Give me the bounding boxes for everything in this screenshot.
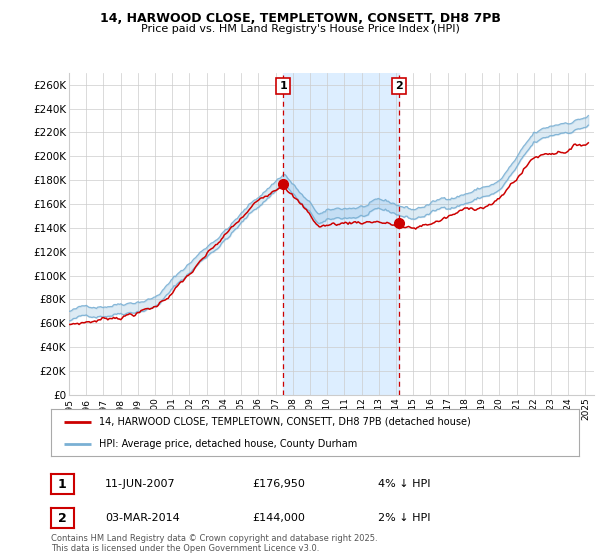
Text: £144,000: £144,000	[252, 513, 305, 523]
Text: £176,950: £176,950	[252, 479, 305, 489]
Text: 1: 1	[279, 81, 287, 91]
Text: 2% ↓ HPI: 2% ↓ HPI	[378, 513, 431, 523]
Text: Price paid vs. HM Land Registry's House Price Index (HPI): Price paid vs. HM Land Registry's House …	[140, 24, 460, 34]
Text: 1: 1	[58, 478, 67, 491]
Text: 4% ↓ HPI: 4% ↓ HPI	[378, 479, 431, 489]
Text: 2: 2	[395, 81, 403, 91]
Text: HPI: Average price, detached house, County Durham: HPI: Average price, detached house, Coun…	[98, 438, 357, 449]
Text: 14, HARWOOD CLOSE, TEMPLETOWN, CONSETT, DH8 7PB: 14, HARWOOD CLOSE, TEMPLETOWN, CONSETT, …	[100, 12, 500, 25]
Text: 14, HARWOOD CLOSE, TEMPLETOWN, CONSETT, DH8 7PB (detached house): 14, HARWOOD CLOSE, TEMPLETOWN, CONSETT, …	[98, 417, 470, 427]
Text: 11-JUN-2007: 11-JUN-2007	[105, 479, 176, 489]
Text: 03-MAR-2014: 03-MAR-2014	[105, 513, 180, 523]
Bar	[283, 73, 399, 395]
Text: 2: 2	[58, 511, 67, 525]
Text: Contains HM Land Registry data © Crown copyright and database right 2025.
This d: Contains HM Land Registry data © Crown c…	[51, 534, 377, 553]
